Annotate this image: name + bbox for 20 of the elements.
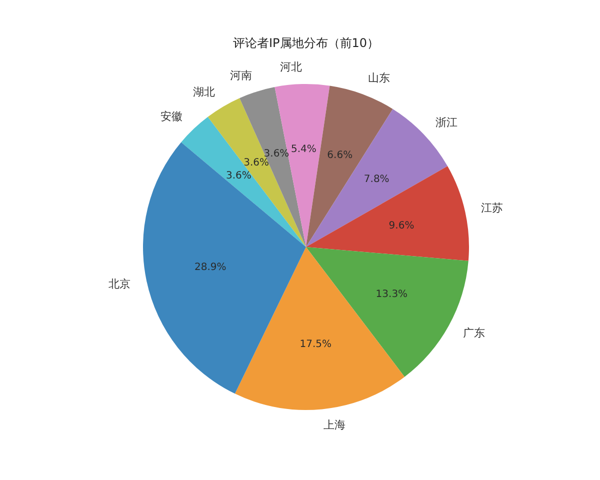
slice-label: 河南	[230, 68, 252, 82]
data-label: 3.6%	[226, 170, 252, 182]
slice-label: 湖北	[192, 85, 215, 98]
slice-label: 山东	[368, 72, 390, 85]
slice-label: 浙江	[435, 116, 458, 129]
data-label: 7.8%	[364, 174, 390, 185]
slice-label: 江苏	[481, 201, 504, 214]
slice-label: 北京	[108, 277, 131, 290]
data-label: 13.3%	[376, 288, 408, 300]
slice-label: 河北	[280, 60, 302, 74]
data-label: 9.6%	[388, 220, 414, 232]
slice-label: 安徽	[160, 110, 183, 123]
slice-label: 广东	[463, 326, 486, 340]
data-label: 28.9%	[194, 262, 226, 274]
data-label: 6.6%	[327, 150, 353, 161]
data-label: 5.4%	[290, 144, 316, 155]
slice-label: 上海	[324, 418, 346, 432]
data-label: 17.5%	[300, 338, 332, 350]
data-label: 3.6%	[244, 157, 270, 168]
chart-title: 评论者IP属地分布（前10）	[232, 36, 380, 50]
